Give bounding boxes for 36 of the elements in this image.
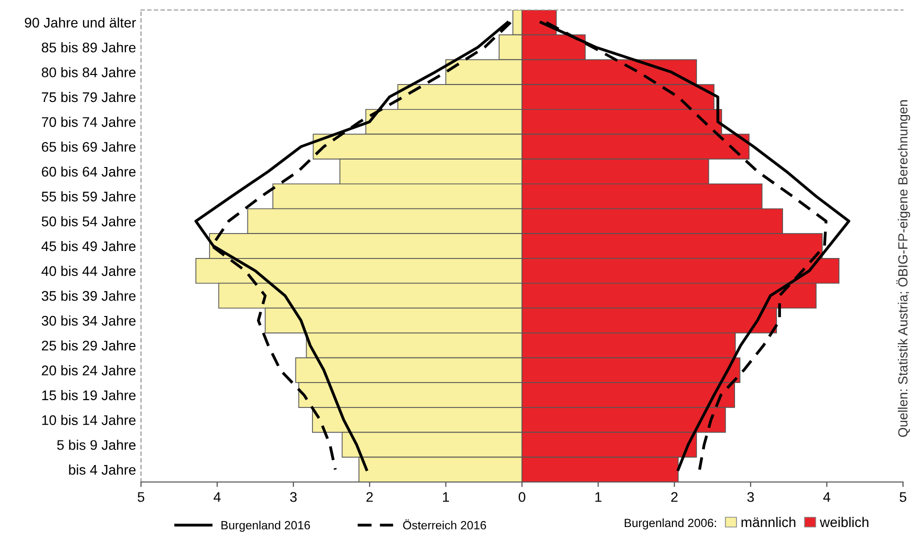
y-tick-label: 85 bis 89 Jahre: [42, 42, 136, 52]
y-tick-label: 80 bis 84 Jahre: [42, 67, 136, 78]
annotation: Quellen: Statistik Austria; ÖBIG-FP-eigene Berechnungen: [896, 100, 910, 437]
y-tick-label: 20 bis 24 Jahre: [42, 365, 136, 376]
x-tick-label: 4: [214, 492, 221, 502]
x-tick-label: 4: [823, 492, 830, 502]
y-tick-label: 70 bis 74 Jahre: [42, 116, 136, 127]
x-tick-label: 3: [747, 492, 754, 502]
y-tick-label: 75 bis 79 Jahre: [42, 92, 136, 102]
legend-label: Burgenland 2016: [222, 520, 310, 532]
legend-label: weiblich: [820, 516, 868, 528]
x-tick-label: 5: [138, 492, 144, 502]
x-tick-label: 5: [900, 492, 906, 502]
y-tick-label: 55 bis 59 Jahre: [42, 191, 136, 202]
x-tick-label: 1: [442, 492, 449, 502]
y-tick-label: 40 bis 44 Jahre: [41, 266, 136, 276]
y-tick-label: bis 4 Jahre: [69, 464, 136, 475]
x-tick-label: 0: [518, 492, 526, 502]
y-tick-label: 30 bis 34 Jahre: [42, 315, 136, 326]
y-tick-label: 60 bis 64 Jahre: [42, 166, 136, 177]
y-tick-label: 45 bis 49 Jahre: [41, 240, 136, 252]
legend-label: männlich: [742, 516, 796, 528]
x-tick-label: 3: [290, 492, 297, 502]
y-tick-label: 10 bis 14 Jahre: [42, 414, 136, 426]
y-tick-label: 35 bis 39 Jahre: [42, 290, 136, 301]
legend-title: Burgenland 2006:: [624, 518, 716, 530]
y-tick-label: 50 bis 54 Jahre: [42, 216, 136, 226]
x-tick-label: 2: [366, 492, 373, 502]
y-tick-label: 90 Jahre und älter: [24, 17, 136, 28]
x-tick-label: 1: [595, 492, 602, 502]
y-tick-label: 5 bis 9 Jahre: [57, 440, 136, 450]
y-tick-label: 65 bis 69 Jahre: [42, 142, 136, 152]
y-tick-label: 25 bis 29 Jahre: [42, 340, 136, 351]
y-tick-label: 15 bis 19 Jahre: [42, 390, 136, 400]
x-tick-label: 2: [671, 492, 678, 502]
legend-label: Österreich 2016: [403, 519, 486, 530]
